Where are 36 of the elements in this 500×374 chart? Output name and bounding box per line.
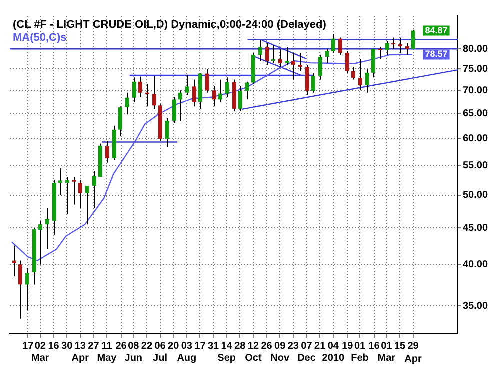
x-tick-label: 29	[408, 340, 420, 352]
x-tick-label: 31	[208, 340, 220, 352]
x-tick-label: 12 Oct	[245, 340, 262, 364]
x-tick-label: 15	[394, 340, 406, 352]
text: MA(50,C)s	[13, 32, 67, 44]
x-tick-label: 22	[141, 340, 153, 352]
x-tick-label: 16	[48, 340, 60, 352]
y-tick-label: 50.00	[462, 190, 488, 202]
text: Apr	[404, 354, 422, 365]
y-tick-label: 40.00	[462, 259, 488, 270]
y-tick-label: 80.00	[462, 44, 488, 55]
x-tick-label: 13 Apr	[72, 340, 90, 364]
x-tick-label: 21	[314, 340, 326, 352]
annotation: 78.57	[425, 49, 448, 60]
x-tick-label: 23	[288, 340, 300, 352]
y-tick-label: 35.00	[462, 300, 488, 312]
x-tick-label: 26	[116, 340, 128, 352]
x-tick-label: 14 Sep	[218, 340, 236, 364]
y-tick-label: 70.00	[462, 85, 488, 96]
y-tick-label: 75.00	[462, 64, 488, 75]
x-tick-label: 30	[62, 340, 74, 352]
y-tick-label: 55.00	[462, 160, 488, 172]
y-tick-label: 45.00	[462, 222, 488, 234]
x-tick-label: 28	[234, 340, 246, 352]
x-tick-label: 19	[342, 340, 354, 352]
y-tick-label: 60.00	[462, 133, 488, 144]
x-tick-label: 27	[88, 340, 100, 352]
x-tick-label: 17	[22, 340, 34, 352]
x-tick-label: 17	[194, 340, 206, 352]
x-tick-label: 20	[168, 340, 180, 352]
y-tick-label: 65.00	[462, 108, 488, 120]
x-tick-label: 06 Jul	[153, 340, 168, 364]
x-tick-label: 26	[261, 340, 273, 352]
annotation: 84.87	[425, 25, 448, 36]
x-tick-label: 16	[368, 340, 380, 352]
chart-title: (CL #F - LIGHT CRUDE OIL,D) Dynamic,0:00-24:00 (Delayed)	[13, 19, 327, 32]
